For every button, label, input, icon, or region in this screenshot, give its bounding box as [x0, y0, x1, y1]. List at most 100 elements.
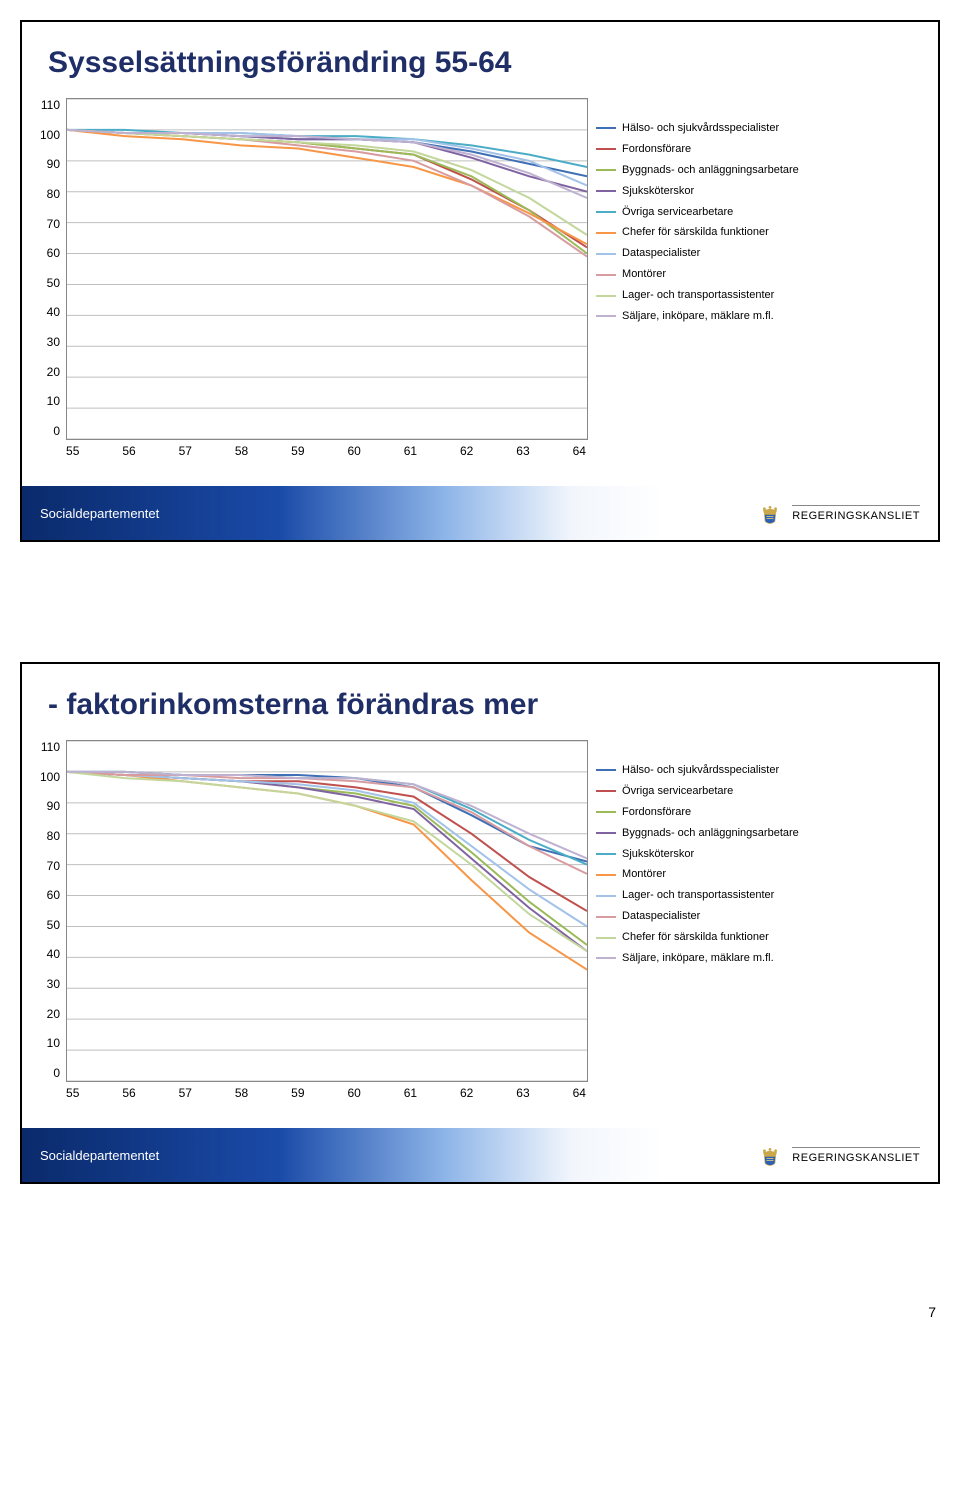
y-tick-label: 90 [47, 799, 60, 813]
y-tick-label: 80 [47, 829, 60, 843]
legend-item: Byggnads- och anläggningsarbetare [596, 160, 799, 181]
x-tick-label: 59 [291, 1086, 304, 1100]
y-tick-label: 90 [47, 157, 60, 171]
chart-legend: Hälso- och sjukvårdsspecialisterFordonsf… [596, 118, 799, 327]
chart-left: 1101009080706050403020100555657585960616… [40, 98, 588, 458]
y-tick-label: 110 [41, 98, 60, 112]
legend-item: Övriga servicearbetare [596, 202, 799, 223]
legend-swatch [596, 895, 616, 897]
legend-item: Lager- och transportassistenter [596, 885, 799, 906]
series-line [67, 130, 587, 257]
legend-label: Övriga servicearbetare [622, 781, 733, 802]
x-tick-label: 63 [516, 1086, 529, 1100]
legend-item: Säljare, inköpare, mäklare m.fl. [596, 306, 799, 327]
x-tick-label: 62 [460, 444, 473, 458]
page-number: 7 [0, 1304, 960, 1320]
legend-label: Fordonsförare [622, 802, 691, 823]
legend-swatch [596, 274, 616, 276]
x-tick-label: 58 [235, 1086, 248, 1100]
y-tick-label: 60 [47, 246, 60, 260]
y-tick-label: 0 [53, 1066, 60, 1080]
x-tick-label: 61 [404, 1086, 417, 1100]
series-line [67, 772, 587, 862]
y-tick-label: 40 [47, 947, 60, 961]
plot-area [66, 740, 588, 1082]
legend-item: Övriga servicearbetare [596, 781, 799, 802]
chart-svg [67, 741, 587, 1081]
y-tick-label: 80 [47, 187, 60, 201]
legend-item: Säljare, inköpare, mäklare m.fl. [596, 948, 799, 969]
slide-footer: SocialdepartementetREGERINGSKANSLIET [22, 486, 938, 540]
legend-item: Dataspecialister [596, 243, 799, 264]
legend-label: Dataspecialister [622, 906, 700, 927]
y-tick-label: 30 [47, 977, 60, 991]
footer-brand-text: REGERINGSKANSLIET [792, 505, 920, 522]
series-line [67, 772, 587, 970]
x-tick-label: 56 [122, 444, 135, 458]
legend-swatch [596, 190, 616, 192]
legend-item: Hälso- och sjukvårdsspecialister [596, 118, 799, 139]
x-axis-labels: 55565758596061626364 [66, 1086, 586, 1100]
legend-label: Dataspecialister [622, 243, 700, 264]
chart-legend: Hälso- och sjukvårdsspecialisterÖvriga s… [596, 760, 799, 969]
slides-container: Sysselsättningsförändring 55-64110100908… [0, 20, 960, 1184]
legend-label: Hälso- och sjukvårdsspecialister [622, 118, 779, 139]
legend-item: Chefer för särskilda funktioner [596, 222, 799, 243]
legend-item: Hälso- och sjukvårdsspecialister [596, 760, 799, 781]
legend-label: Montörer [622, 264, 666, 285]
series-line [67, 772, 587, 927]
crest-icon [756, 1141, 784, 1169]
legend-swatch [596, 315, 616, 317]
slide-0: Sysselsättningsförändring 55-64 110 100 90 8… [20, 20, 940, 542]
x-tick-label: 60 [347, 444, 360, 458]
page-root: Sysselsättningsförändring 55-64110100908… [0, 0, 960, 1360]
y-tick-label: 40 [47, 305, 60, 319]
legend-swatch [596, 811, 616, 813]
legend-item: Dataspecialister [596, 906, 799, 927]
y-tick-label: 20 [47, 365, 60, 379]
legend-label: Chefer för särskilda funktioner [622, 927, 769, 948]
legend-label: Hälso- och sjukvårdsspecialister [622, 760, 779, 781]
legend-item: Sjuksköterskor [596, 844, 799, 865]
x-tick-label: 64 [573, 1086, 586, 1100]
footer-right: REGERINGSKANSLIET [756, 1141, 920, 1169]
slide-title: Sysselsättningsförändring 55-64 [48, 46, 920, 80]
x-tick-label: 57 [179, 444, 192, 458]
x-tick-label: 60 [347, 1086, 360, 1100]
legend-swatch [596, 253, 616, 255]
legend-item: Montörer [596, 264, 799, 285]
x-tick-label: 55 [66, 1086, 79, 1100]
y-tick-label: 70 [47, 217, 60, 231]
y-axis-labels: 1101009080706050403020100 [40, 98, 60, 438]
x-tick-label: 61 [404, 444, 417, 458]
legend-swatch [596, 937, 616, 939]
series-line [67, 772, 587, 945]
legend-swatch [596, 211, 616, 213]
legend-label: Fordonsförare [622, 139, 691, 160]
legend-swatch [596, 769, 616, 771]
y-tick-label: 30 [47, 335, 60, 349]
legend-label: Byggnads- och anläggningsarbetare [622, 823, 799, 844]
y-tick-label: 50 [47, 276, 60, 290]
y-axis-labels: 1101009080706050403020100 [40, 740, 60, 1080]
legend-label: Montörer [622, 864, 666, 885]
legend-label: Sjuksköterskor [622, 181, 694, 202]
y-tick-label: 70 [47, 859, 60, 873]
plot-column: 55565758596061626364 [66, 740, 588, 1100]
x-tick-label: 64 [573, 444, 586, 458]
y-tick-label: 50 [47, 918, 60, 932]
legend-label: Lager- och transportassistenter [622, 885, 774, 906]
slide-title: - faktorinkomsterna förändras mer [48, 688, 920, 722]
legend-swatch [596, 148, 616, 150]
legend-swatch [596, 874, 616, 876]
x-tick-label: 58 [235, 444, 248, 458]
x-tick-label: 62 [460, 1086, 473, 1100]
y-tick-label: 100 [40, 128, 60, 142]
x-tick-label: 55 [66, 444, 79, 458]
chart-left: 1101009080706050403020100555657585960616… [40, 740, 588, 1100]
legend-swatch [596, 295, 616, 297]
legend-label: Sjuksköterskor [622, 844, 694, 865]
crest-icon [756, 499, 784, 527]
y-tick-label: 10 [47, 394, 60, 408]
y-tick-label: 110 [41, 740, 60, 754]
